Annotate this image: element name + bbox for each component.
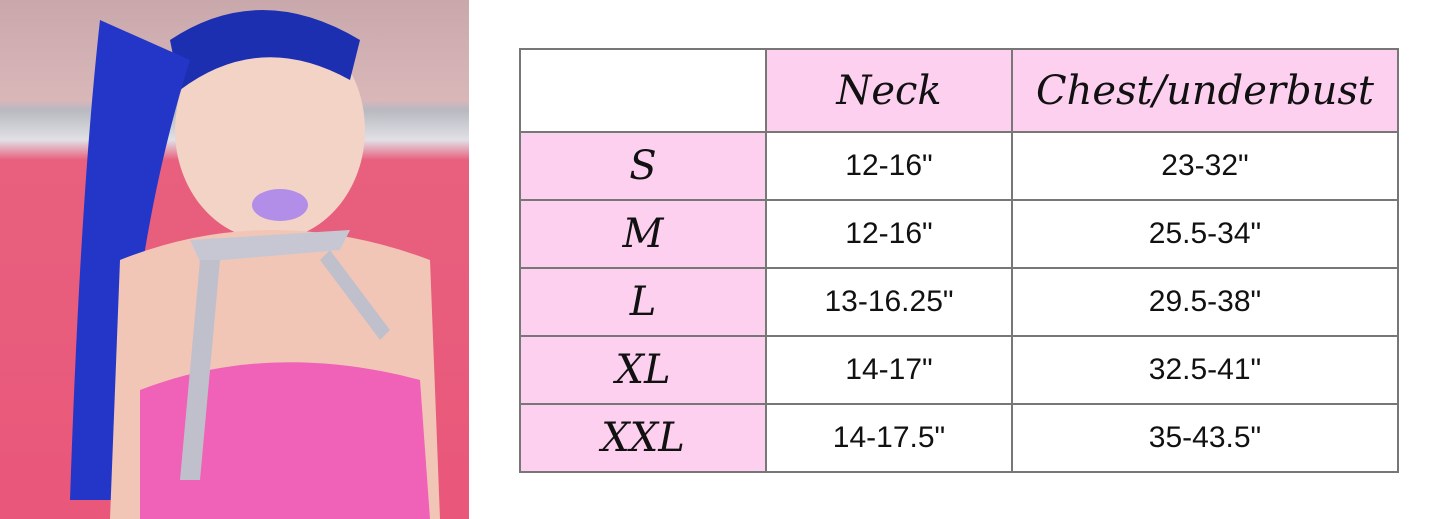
header-neck: Neck xyxy=(765,48,1013,133)
header-corner-cell xyxy=(519,48,767,133)
neck-value: 12-16" xyxy=(765,199,1013,269)
model-photo xyxy=(0,0,469,519)
size-label: XXL xyxy=(519,403,767,473)
size-chart-table: Neck Chest/underbust S 12-16" 23-32" M 1… xyxy=(519,48,1399,473)
size-label: M xyxy=(519,199,767,269)
neck-value: 12-16" xyxy=(765,131,1013,201)
table-row: L 13-16.25" 29.5-38" xyxy=(519,267,1399,337)
size-label: S xyxy=(519,131,767,201)
neck-value: 14-17" xyxy=(765,335,1013,405)
table-row: M 12-16" 25.5-34" xyxy=(519,199,1399,269)
chest-value: 29.5-38" xyxy=(1011,267,1399,337)
size-label: XL xyxy=(519,335,767,405)
chest-value: 35-43.5" xyxy=(1011,403,1399,473)
neck-value: 13-16.25" xyxy=(765,267,1013,337)
chest-value: 32.5-41" xyxy=(1011,335,1399,405)
table-row: XXL 14-17.5" 35-43.5" xyxy=(519,403,1399,473)
chest-value: 23-32" xyxy=(1011,131,1399,201)
chest-value: 25.5-34" xyxy=(1011,199,1399,269)
model-illustration xyxy=(70,10,440,519)
table-header-row: Neck Chest/underbust xyxy=(519,48,1399,133)
header-chest: Chest/underbust xyxy=(1011,48,1399,133)
table-row: XL 14-17" 32.5-41" xyxy=(519,335,1399,405)
table-row: S 12-16" 23-32" xyxy=(519,131,1399,201)
size-label: L xyxy=(519,267,767,337)
neck-value: 14-17.5" xyxy=(765,403,1013,473)
